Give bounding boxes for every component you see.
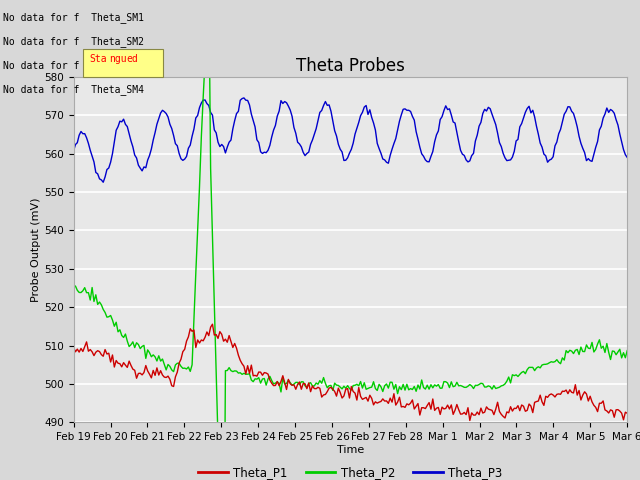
Theta_P1 (466, 418, 474, 423)
Theta_P3 (412, 129, 420, 134)
Theta_P3 (401, 106, 409, 112)
Theta_P1 (399, 404, 407, 409)
Y-axis label: Probe Output (mV): Probe Output (mV) (31, 197, 42, 302)
Line: Theta_P1: Theta_P1 (74, 324, 627, 420)
Theta_P2 (412, 388, 420, 394)
Text: ngu: ngu (109, 54, 127, 64)
Theta_P2 (540, 361, 548, 367)
Theta_P1 (70, 344, 77, 350)
Theta_P3 (575, 133, 583, 139)
Legend: Theta_P1, Theta_P2, Theta_P3: Theta_P1, Theta_P2, Theta_P3 (193, 461, 508, 480)
Theta_P1 (410, 406, 418, 412)
Title: Theta Probes: Theta Probes (296, 57, 405, 75)
Theta_P1 (401, 405, 409, 410)
Theta_P2 (70, 283, 77, 288)
Text: No data for f  Theta_SM3: No data for f Theta_SM3 (3, 60, 144, 71)
Text: No data for f  Theta_SM4: No data for f Theta_SM4 (3, 84, 144, 95)
Theta_P3 (70, 148, 77, 154)
Theta_P1 (540, 403, 548, 408)
Theta_P2 (403, 382, 411, 387)
Theta_P3 (623, 155, 631, 160)
Theta_P1 (623, 410, 631, 416)
Text: No data for f  Theta_SM2: No data for f Theta_SM2 (3, 36, 144, 47)
Line: Theta_P2: Theta_P2 (74, 0, 627, 480)
X-axis label: Time: Time (337, 445, 364, 455)
Theta_P1 (72, 349, 79, 355)
Text: Sta: Sta (90, 54, 108, 64)
Theta_P1 (209, 321, 216, 327)
Text: No data for f  Theta_SM1: No data for f Theta_SM1 (3, 12, 144, 23)
Theta_P2 (401, 387, 409, 393)
Theta_P3 (240, 95, 248, 101)
Theta_P2 (72, 283, 79, 289)
Theta_P2 (623, 348, 631, 353)
Theta_P2 (575, 352, 583, 358)
Theta_P3 (99, 180, 107, 185)
Theta_P3 (72, 142, 79, 147)
Theta_P1 (575, 388, 583, 394)
Text: ed: ed (126, 54, 138, 64)
Theta_P3 (540, 151, 548, 157)
Theta_P3 (403, 108, 411, 113)
Line: Theta_P3: Theta_P3 (74, 98, 627, 182)
